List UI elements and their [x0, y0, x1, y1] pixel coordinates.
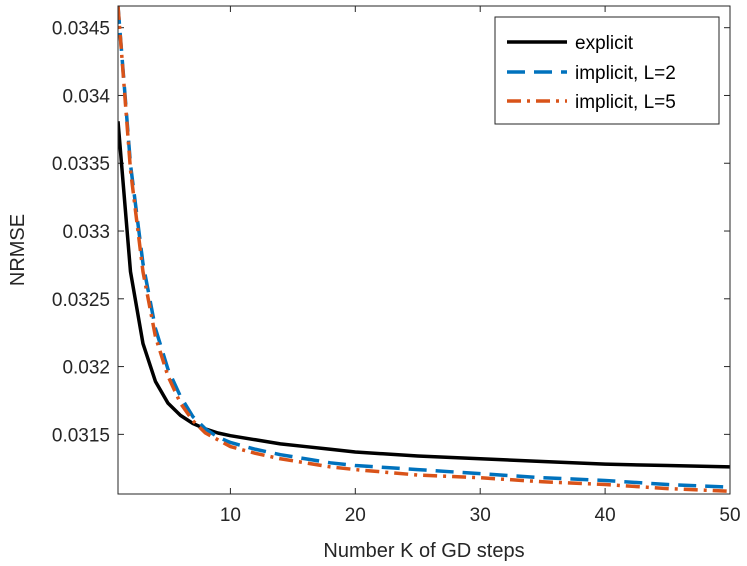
y-axis-label: NRMSE [7, 214, 29, 286]
series-lines [118, 6, 730, 494]
legend: explicit implicit, L=2 implicit, L=5 [494, 16, 720, 125]
x-tick-label-10: 10 [220, 505, 241, 526]
legend-label-implicit-l5: implicit, L=5 [575, 92, 676, 113]
y-tick-label-5: 0.034 [62, 86, 110, 107]
series-line-explicit [118, 121, 730, 469]
y-axis-ticks: 0.0315 0.032 0.0325 0.033 0.0335 0.034 0.0345 [52, 19, 730, 446]
y-tick-label-0: 0.0315 [52, 425, 110, 446]
x-axis-ticks: 10 20 30 40 50 [220, 6, 741, 526]
y-tick-label-1: 0.032 [62, 358, 110, 379]
legend-box [494, 16, 720, 125]
series-line-implicit-l2 [118, 6, 730, 489]
y-tick-label-6: 0.0345 [52, 19, 110, 40]
x-tick-label-30: 30 [470, 505, 491, 526]
series-line-implicit-l5 [118, 6, 730, 494]
y-tick-label-3: 0.033 [62, 222, 110, 243]
x-tick-label-50: 50 [719, 505, 740, 526]
y-tick-label-4: 0.0335 [52, 154, 110, 175]
legend-label-explicit: explicit [575, 33, 634, 54]
y-tick-label-2: 0.0325 [52, 290, 110, 311]
x-axis-label: Number K of GD steps [323, 540, 524, 562]
x-tick-label-20: 20 [345, 505, 366, 526]
plot-frame [117, 5, 731, 495]
x-tick-label-40: 40 [595, 505, 616, 526]
legend-label-implicit-l2: implicit, L=2 [575, 63, 676, 84]
